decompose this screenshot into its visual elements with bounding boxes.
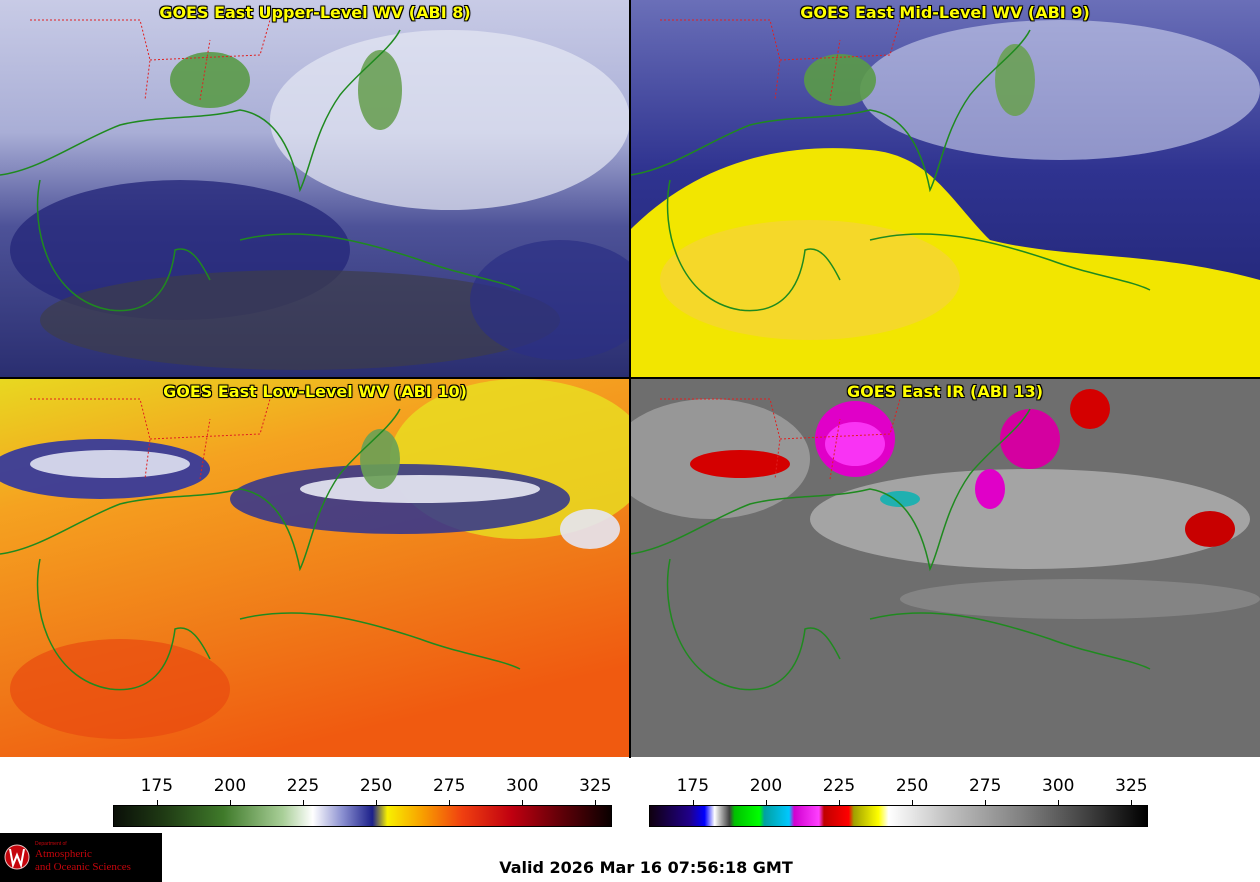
colorbar-tick-label: 175: [140, 776, 174, 796]
panel-ir: GOES East IR (ABI 13): [630, 379, 1260, 757]
panel-title: GOES East Upper-Level WV (ABI 8): [159, 3, 471, 22]
panel-upper-level-wv: GOES East Upper-Level WV (ABI 8): [0, 0, 630, 378]
colorbar-tick-mark: [912, 800, 914, 805]
colorbar-tick-mark: [449, 800, 451, 805]
aos-logo: Department of Atmospheric and Oceanic Sc…: [0, 833, 162, 882]
colorbar-tick-label: 200: [749, 776, 783, 796]
colorbar-tick-mark: [765, 800, 767, 805]
colorbar-tick-label: 300: [1042, 776, 1075, 796]
colorbar-tick-mark: [376, 800, 378, 805]
wv-colorbar: [113, 805, 612, 827]
panel-low-level-wv: GOES East Low-Level WV (ABI 10): [0, 379, 630, 757]
upper-level-wv-image: [0, 0, 630, 378]
colorbar-tick-mark: [839, 800, 841, 805]
mid-level-wv-image: [630, 0, 1260, 378]
panel-title: GOES East Low-Level WV (ABI 10): [163, 382, 467, 401]
colorbar-tick-mark: [985, 800, 987, 805]
logo-line-1: Atmospheric: [35, 848, 92, 860]
colorbar-tick-label: 275: [968, 776, 1002, 796]
panel-divider-vertical: [629, 0, 631, 758]
uw-crest-icon: [4, 844, 30, 870]
colorbar-tick-label: 300: [506, 776, 539, 796]
colorbar-tick-label: 200: [213, 776, 247, 796]
colorbar-tick-mark: [1058, 800, 1060, 805]
ir-colorbar: [649, 805, 1148, 827]
colorbar-tick-label: 250: [895, 776, 929, 796]
colorbar-tick-label: 325: [579, 776, 612, 796]
colorbar-tick-label: 250: [359, 776, 393, 796]
colorbar-tick-mark: [522, 800, 524, 805]
colorbar-tick-label: 225: [286, 776, 320, 796]
panel-title: GOES East Mid-Level WV (ABI 9): [800, 3, 1090, 22]
colorbar-tick-mark: [595, 800, 597, 805]
colorbar-tick-label: 175: [676, 776, 710, 796]
panel-mid-level-wv: GOES East Mid-Level WV (ABI 9): [630, 0, 1260, 378]
panel-title: GOES East IR (ABI 13): [846, 382, 1044, 401]
colorbar-tick-mark: [229, 800, 231, 805]
logo-dept-text: Department of: [35, 841, 67, 847]
logo-line-2: and Oceanic Sciences: [35, 861, 131, 873]
ir-image: [630, 379, 1260, 757]
colorbar-tick-mark: [303, 800, 305, 805]
colorbar-tick-mark: [1131, 800, 1133, 805]
panel-divider-horizontal: [0, 377, 1260, 379]
colorbar-tick-label: 225: [822, 776, 856, 796]
valid-time: Valid 2026 Mar 16 07:56:18 GMT: [499, 858, 793, 877]
colorbar-tick-mark: [692, 800, 694, 805]
colorbar-tick-label: 325: [1115, 776, 1148, 796]
colorbar-tick-mark: [156, 800, 158, 805]
low-level-wv-image: [0, 379, 630, 757]
colorbar-tick-label: 275: [432, 776, 466, 796]
